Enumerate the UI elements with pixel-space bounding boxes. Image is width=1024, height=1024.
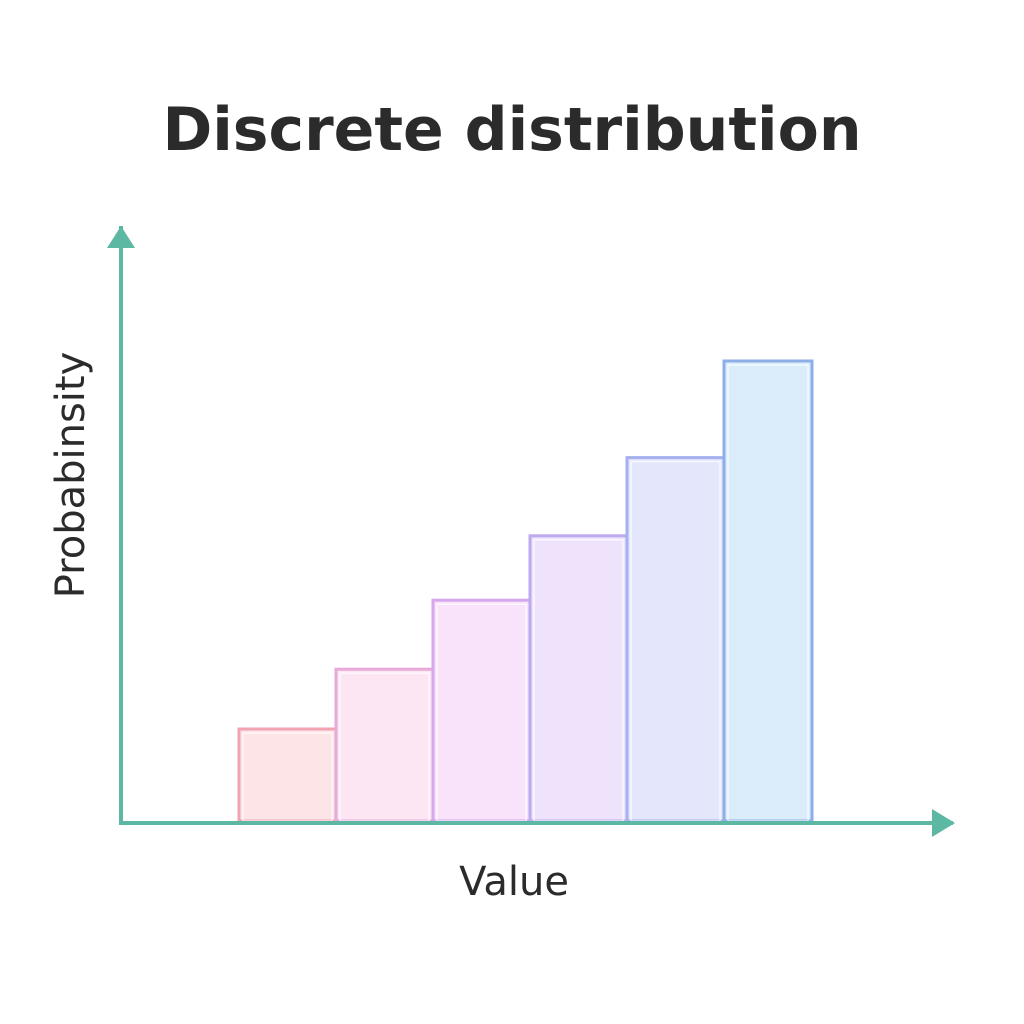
bar-4 bbox=[528, 534, 629, 823]
bar-2 bbox=[334, 667, 435, 823]
bar-1 bbox=[237, 727, 338, 823]
bar-5 bbox=[625, 456, 726, 823]
bar-3 bbox=[431, 598, 532, 823]
x-axis-label: Value bbox=[459, 859, 569, 905]
bar-6 bbox=[722, 359, 814, 823]
y-axis-label: Probabinsity bbox=[48, 352, 94, 599]
y-axis-arrow-icon bbox=[107, 226, 135, 248]
x-axis-arrow-icon bbox=[932, 809, 955, 837]
chart-title: Discrete distribution bbox=[162, 95, 861, 165]
bars-group bbox=[237, 359, 814, 823]
